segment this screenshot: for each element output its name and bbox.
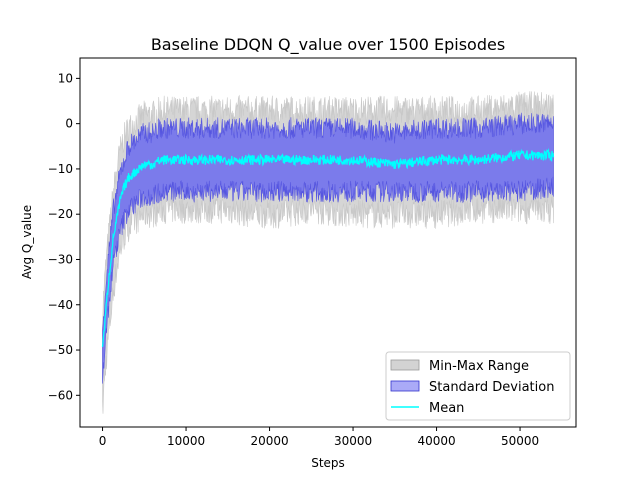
legend-box [385, 351, 571, 421]
y-tick-label: −30 [48, 252, 73, 266]
plot-frame [79, 57, 577, 428]
x-axis-ticks: 0 10000 20000 30000 40000 50000 [99, 427, 539, 448]
std-dev-band [102, 112, 554, 384]
x-tick-label: 0 [99, 434, 107, 448]
mean-line [101, 147, 555, 347]
x-tick-label: 10000 [167, 434, 205, 448]
legend-label-std-dev: Standard Deviation [429, 380, 554, 395]
x-tick-label: 40000 [417, 434, 455, 448]
legend-swatch-std-dev [390, 380, 420, 392]
y-tick-label: −50 [48, 343, 73, 357]
y-axis-ticks: −60 −50 −40 −30 −20 −10 0 10 [48, 71, 80, 402]
legend-label-min-max: Min-Max Range [429, 359, 529, 374]
y-tick-label: −10 [48, 162, 73, 176]
x-tick-label: 50000 [501, 434, 539, 448]
y-axis-label: Avg Q_value [20, 205, 34, 279]
legend-label-mean: Mean [429, 401, 464, 416]
legend-swatch-min-max [390, 359, 420, 371]
chart-title: Baseline DDQN Q_value over 1500 Episodes [151, 35, 505, 55]
y-tick-label: −60 [48, 388, 73, 402]
y-tick-label: 0 [65, 117, 73, 131]
x-axis-label: Steps [311, 456, 345, 470]
legend: Min-Max Range Standard Deviation Mean [385, 351, 571, 421]
x-tick-label: 20000 [250, 434, 288, 448]
data-layer [101, 91, 555, 414]
y-tick-label: −40 [48, 298, 73, 312]
y-tick-label: −20 [48, 207, 73, 221]
x-tick-label: 30000 [334, 434, 372, 448]
y-tick-label: 10 [58, 71, 73, 85]
